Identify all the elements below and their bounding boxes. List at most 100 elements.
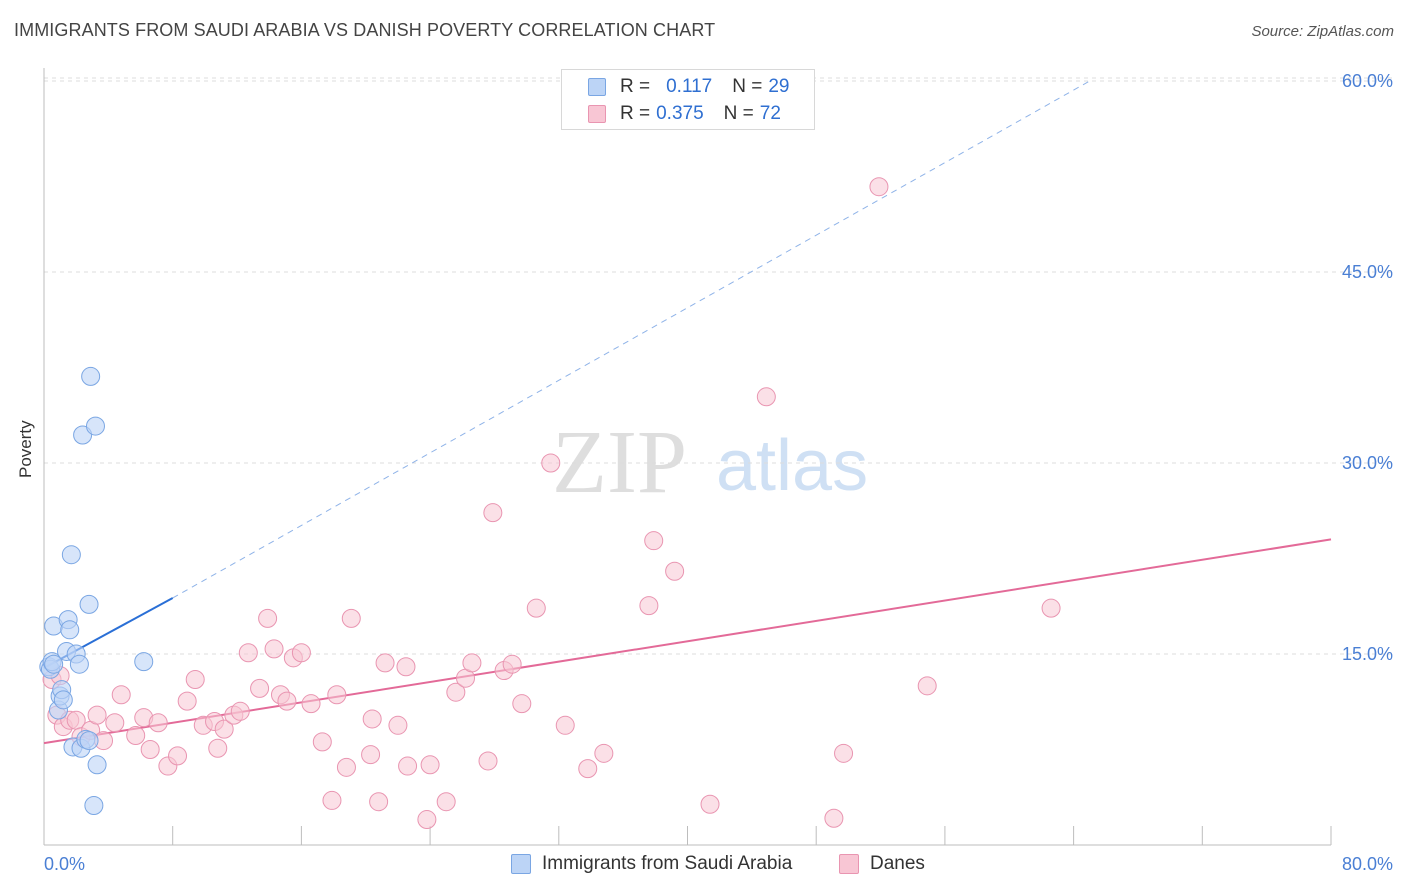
danes-point [238, 643, 258, 663]
correlation-legend: R = 0.117 N = 29 R = 0.375 N = 72 [561, 69, 815, 130]
saudi-point [84, 796, 104, 816]
legend-n-value: 29 [768, 76, 790, 97]
danes-point [478, 751, 498, 771]
legend-n-label: N = [723, 103, 754, 124]
saudi-point [79, 594, 99, 614]
bottom-legend-label: Immigrants from Saudi Arabia [542, 853, 793, 874]
danes-point [526, 598, 546, 618]
danes-point [1041, 598, 1061, 618]
trend-lines [43, 80, 1332, 745]
danes-point [362, 709, 382, 729]
danes-point [917, 676, 937, 696]
legend-r-label: R = [620, 76, 651, 97]
legend-r-label: R = [620, 103, 651, 124]
saudi-point [81, 366, 101, 386]
y-axis-tick-labels: 15.0% 30.0% 45.0% 60.0% [1342, 71, 1393, 664]
saudi-point [69, 654, 89, 674]
y-tick-label: 45.0% [1342, 262, 1393, 282]
danes-point [291, 643, 311, 663]
legend-row-danes: R = 0.375 N = 72 [588, 102, 781, 126]
legend-swatch-pink [588, 105, 606, 123]
danes-point [869, 177, 889, 197]
y-tick-label: 30.0% [1342, 453, 1393, 473]
saudi-point [44, 654, 64, 674]
saudi-point [79, 731, 99, 751]
danes-point [824, 808, 844, 828]
danes-point [462, 653, 482, 673]
legend-r-value: 0.117 [666, 76, 713, 97]
danes-point [327, 685, 347, 705]
danes-point [420, 755, 440, 775]
source-label: Source: ZipAtlas.com [1251, 23, 1394, 40]
legend-n-value: 72 [759, 103, 781, 124]
danes-point [87, 705, 107, 725]
danes-point [111, 685, 131, 705]
danes-trend-line [43, 538, 1332, 745]
saudi-point [53, 690, 73, 710]
saudi-point [60, 620, 80, 640]
saudi-points [39, 366, 154, 816]
danes-point [185, 669, 205, 689]
saudi-point [87, 755, 107, 775]
danes-point [398, 756, 418, 776]
danes-point [541, 453, 561, 473]
danes-point [208, 738, 228, 758]
legend-r-value: 0.375 [656, 103, 704, 124]
danes-point [277, 691, 297, 711]
danes-point [140, 740, 160, 760]
x-tick-label-max: 80.0% [1342, 854, 1393, 874]
saudi-trend-extension [172, 80, 1090, 599]
chart-title: IMMIGRANTS FROM SAUDI ARABIA VS DANISH P… [14, 20, 716, 40]
bottom-legend-danes: Danes [839, 851, 925, 877]
danes-point [214, 719, 234, 739]
legend-row-saudi: R = 0.117 N = 29 [588, 75, 790, 99]
danes-points [42, 177, 1061, 830]
danes-point [665, 561, 685, 581]
danes-point [369, 792, 389, 812]
danes-point [834, 743, 854, 763]
danes-point [361, 745, 381, 765]
danes-point [756, 387, 776, 407]
danes-point [578, 759, 598, 779]
danes-point [436, 792, 456, 812]
danes-point [230, 701, 250, 721]
danes-point [388, 715, 408, 735]
gridlines [44, 77, 1393, 655]
bottom-legend-swatch-blue [511, 854, 531, 874]
danes-point [700, 794, 720, 814]
saudi-point [134, 652, 154, 672]
y-tick-label: 15.0% [1342, 644, 1393, 664]
saudi-point [85, 416, 105, 436]
y-tick-label: 60.0% [1342, 71, 1393, 91]
danes-point [126, 725, 146, 745]
bottom-legend-saudi: Immigrants from Saudi Arabia [511, 851, 792, 877]
danes-point [148, 713, 168, 733]
legend-swatch-blue [588, 78, 606, 96]
danes-point [555, 715, 575, 735]
saudi-point [61, 545, 81, 565]
danes-point [417, 810, 437, 830]
danes-point [483, 503, 503, 523]
bottom-legend-label: Danes [870, 853, 925, 874]
danes-point [250, 678, 270, 698]
danes-point [341, 608, 361, 628]
danes-point [336, 757, 356, 777]
danes-point [177, 691, 197, 711]
danes-point [396, 657, 416, 677]
danes-point [446, 682, 466, 702]
danes-point [512, 694, 532, 714]
x-tick-label-min: 0.0% [44, 854, 85, 874]
danes-point [594, 743, 614, 763]
x-axis-ticks [43, 826, 1332, 845]
danes-point [168, 746, 188, 766]
danes-point [644, 531, 664, 551]
legend-n-label: N = [732, 76, 763, 97]
bottom-legend-swatch-pink [839, 854, 859, 874]
danes-point [312, 732, 332, 752]
watermark-zip: ZIP [552, 413, 687, 512]
danes-point [105, 713, 125, 733]
danes-point [301, 694, 321, 714]
danes-point [375, 653, 395, 673]
danes-point [258, 608, 278, 628]
